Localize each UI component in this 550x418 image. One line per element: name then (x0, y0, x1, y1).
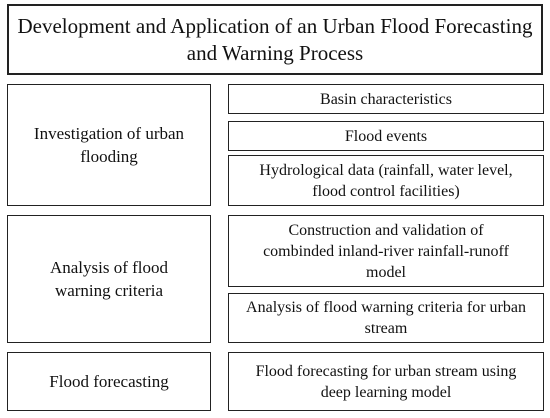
step-label: Hydrological data (rainfall, water level… (259, 161, 513, 200)
hydrological-data-box: Hydrological data (rainfall, water level… (228, 155, 544, 206)
warning-criteria-analysis-box: Analysis of flood warning criteria for u… (228, 293, 544, 343)
section-warning-criteria-box: Analysis of flood warning criteria (7, 215, 211, 343)
deep-learning-forecast-box: Flood forecasting for urban stream using… (228, 352, 544, 411)
section-forecasting-box: Flood forecasting (7, 352, 211, 411)
section-label: Investigation of urban flooding (33, 124, 185, 166)
basin-characteristics-box: Basin characteristics (228, 84, 544, 114)
section-investigation-box: Investigation of urban flooding (7, 84, 211, 206)
section-label: Analysis of flood warning criteria (49, 258, 169, 300)
diagram-title-box: Development and Application of an Urban … (7, 4, 543, 75)
step-label: Basin characteristics (320, 90, 452, 108)
model-construction-box: Construction and validation of combinded… (228, 215, 544, 287)
step-label: Construction and validation of combinded… (263, 221, 509, 281)
diagram-title: Development and Application of an Urban … (17, 13, 533, 65)
step-label: Flood forecasting for urban stream using… (255, 362, 517, 401)
step-label: Flood events (344, 127, 428, 145)
section-label: Flood forecasting (49, 372, 169, 391)
flood-events-box: Flood events (228, 121, 544, 151)
step-label: Analysis of flood warning criteria for u… (246, 299, 526, 337)
